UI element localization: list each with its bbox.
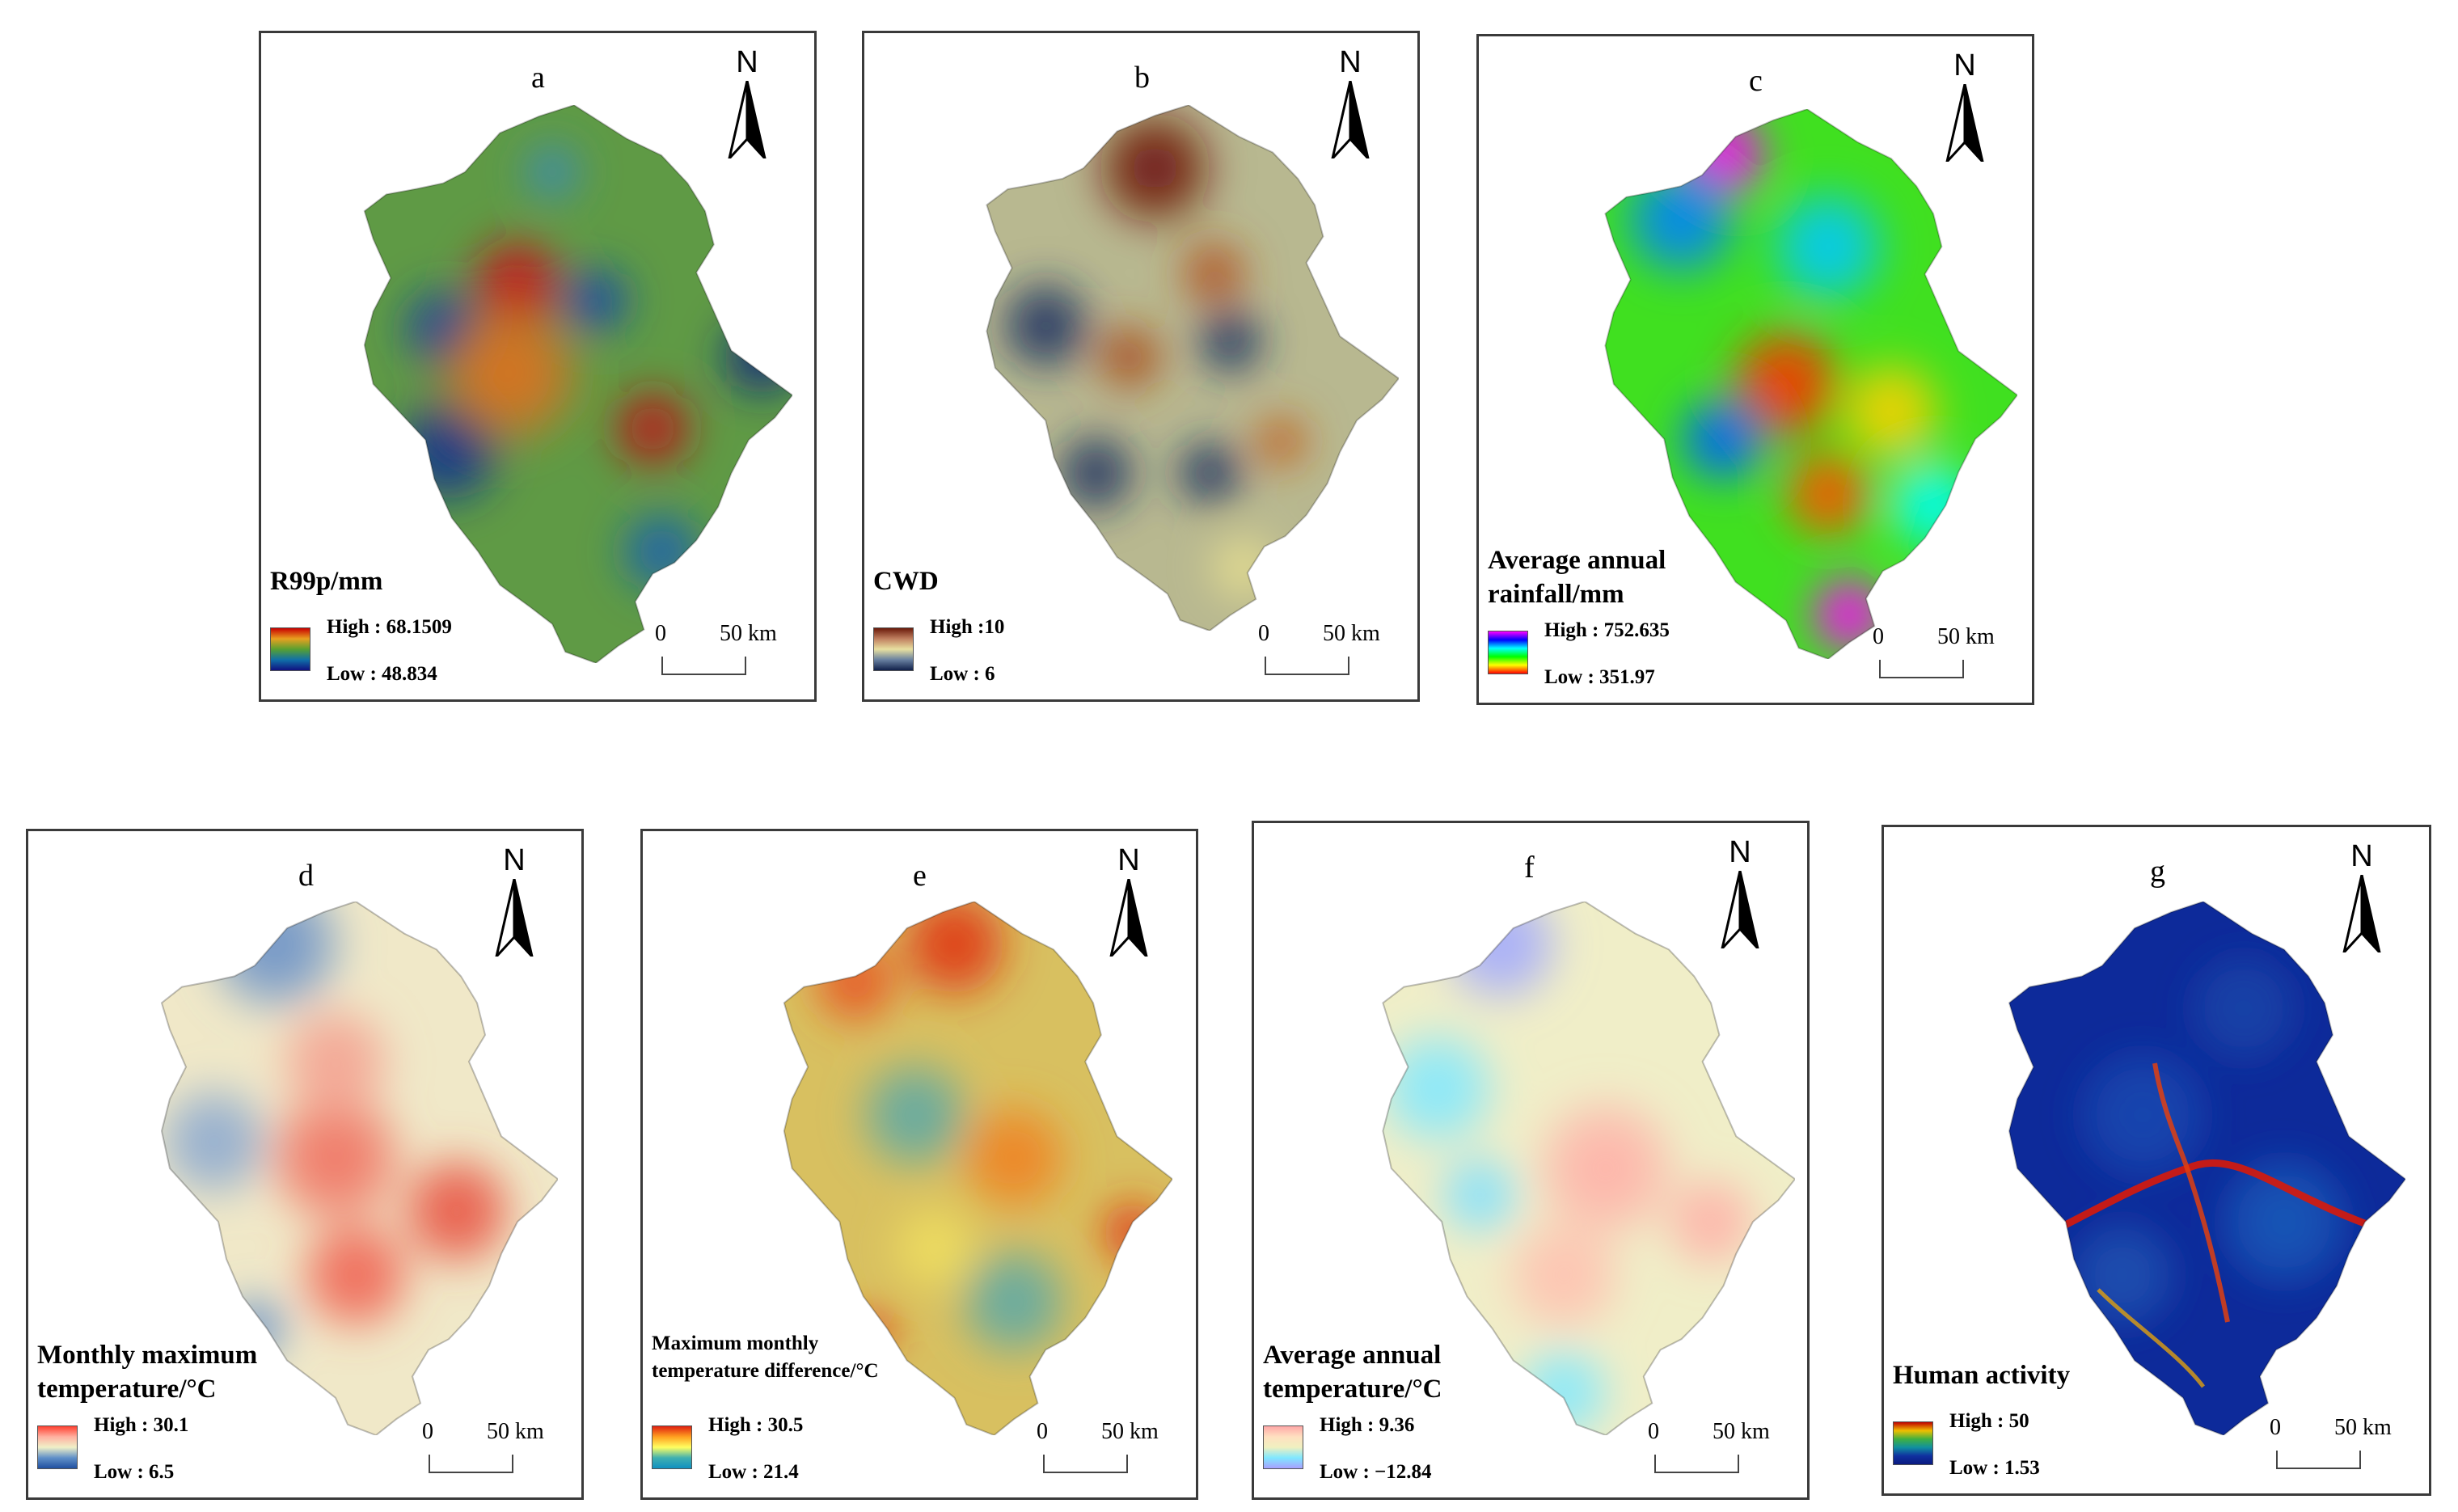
north-arrow-icon: N [488, 845, 540, 958]
north-arrow-icon: N [1324, 47, 1376, 160]
legend-color-ramp [1263, 1425, 1303, 1469]
legend-high-label: High : 30.5 [708, 1414, 804, 1436]
scale-distance-label: 50 km [2334, 1415, 2392, 1440]
scale-bar: 0 50 km [1648, 1419, 1834, 1484]
legend-high-label: High : 752.635 [1544, 619, 1670, 641]
scale-zero-label: 0 [422, 1419, 433, 1444]
north-label: N [503, 843, 526, 877]
panel-letter: f [1524, 851, 1535, 885]
legend-high-label: High :10 [930, 616, 1005, 638]
panel-letter: c [1749, 64, 1763, 98]
legend-high-label: High : 9.36 [1320, 1414, 1415, 1436]
legend-title: Monthly maximum temperature/°C [37, 1341, 258, 1404]
legend-low-label: Low : 48.834 [327, 663, 437, 685]
legend-color-ramp [652, 1425, 692, 1469]
legend-low-label: Low : 21.4 [708, 1461, 799, 1483]
legend-low-label: Low : −12.84 [1320, 1461, 1432, 1483]
region-map [986, 105, 1399, 631]
legend-high-label: High : 68.1509 [327, 616, 452, 638]
scale-distance-label: 50 km [1937, 624, 1995, 649]
north-label: N [1953, 49, 1976, 82]
scale-bar: 0 50 km [2270, 1415, 2456, 1480]
scale-bar: 0 50 km [1258, 621, 1444, 686]
north-label: N [1729, 835, 1751, 869]
legend-title: CWD [873, 567, 939, 596]
scale-bar: 0 50 km [655, 621, 841, 686]
region-map [783, 902, 1172, 1435]
legend-low-label: Low : 351.97 [1544, 666, 1655, 688]
legend-low-label: Low : 6 [930, 663, 995, 685]
legend-title: Human activity [1893, 1361, 2071, 1390]
scale-bar: 0 50 km [1037, 1419, 1223, 1484]
panel-letter: g [2150, 855, 2165, 889]
region-map [1604, 109, 2017, 659]
region-map [363, 105, 792, 663]
region-map [1382, 902, 1795, 1435]
scale-zero-label: 0 [655, 621, 666, 646]
legend-color-ramp [270, 627, 310, 671]
scale-zero-label: 0 [2270, 1415, 2281, 1440]
legend-color-ramp [1893, 1421, 1933, 1465]
legend-color-ramp [37, 1425, 78, 1469]
north-arrow-icon: N [1714, 837, 1766, 950]
scale-zero-label: 0 [1037, 1419, 1048, 1444]
legend-low-label: Low : 6.5 [94, 1461, 175, 1483]
legend-title: Average annual rainfall/mm [1488, 546, 1666, 609]
scale-distance-label: 50 km [1323, 621, 1380, 646]
panel-letter: d [298, 859, 314, 893]
region-map [2008, 902, 2405, 1435]
scale-distance-label: 50 km [1713, 1419, 1770, 1444]
north-arrow-icon: N [1103, 845, 1155, 958]
legend-low-label: Low : 1.53 [1949, 1457, 2040, 1479]
panel-letter: e [913, 859, 927, 893]
scale-zero-label: 0 [1648, 1419, 1659, 1444]
legend-title: R99p/mm [270, 567, 383, 596]
north-label: N [1339, 45, 1362, 79]
scale-distance-label: 50 km [487, 1419, 544, 1444]
north-arrow-icon: N [1939, 50, 1991, 163]
north-label: N [2350, 839, 2373, 873]
north-arrow-icon: N [721, 47, 773, 160]
north-arrow-icon: N [2336, 841, 2388, 954]
legend-title: Average annual temperature/°C [1263, 1341, 1442, 1404]
north-label: N [736, 45, 758, 79]
scale-bar: 0 50 km [422, 1419, 608, 1484]
legend-color-ramp [873, 627, 914, 671]
scale-zero-label: 0 [1258, 621, 1269, 646]
scale-zero-label: 0 [1873, 624, 1884, 649]
legend-high-label: High : 30.1 [94, 1414, 189, 1436]
legend-high-label: High : 50 [1949, 1410, 2029, 1432]
scale-bar: 0 50 km [1873, 624, 2059, 689]
panel-letter: b [1134, 61, 1150, 95]
scale-distance-label: 50 km [1101, 1419, 1159, 1444]
north-label: N [1117, 843, 1140, 877]
region-map [160, 902, 558, 1435]
scale-distance-label: 50 km [720, 621, 777, 646]
legend-color-ramp [1488, 631, 1528, 674]
panel-letter: a [531, 61, 545, 95]
legend-title: Maximum monthly temperature difference/°… [652, 1333, 879, 1382]
